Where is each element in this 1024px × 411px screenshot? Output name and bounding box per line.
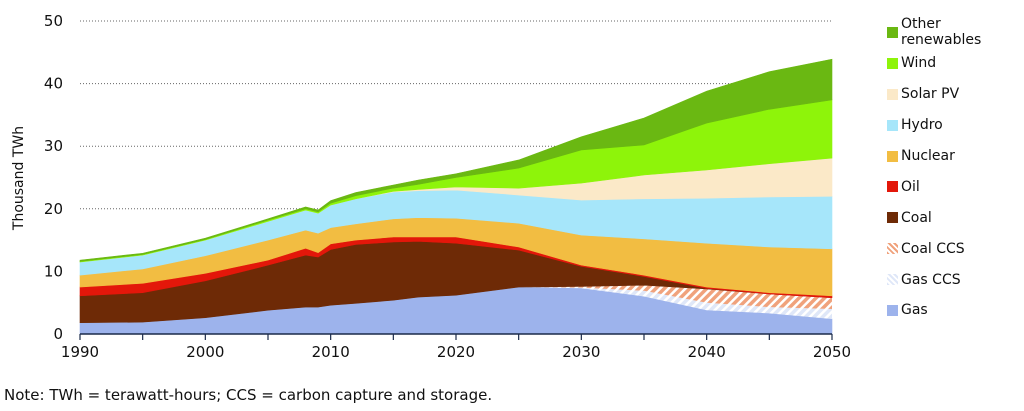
legend-item-solar-pv: Solar PV <box>887 79 1024 110</box>
legend-item-nuclear: Nuclear <box>887 141 1024 172</box>
x-tick-label: 2040 <box>688 343 726 361</box>
x-tick-label: 2010 <box>312 343 350 361</box>
legend-label: Solar PV <box>901 86 960 103</box>
area-other-renewables <box>79 58 833 262</box>
legend-item-coal-ccs: Coal CCS <box>887 233 1024 264</box>
legend-item-coal: Coal <box>887 202 1024 233</box>
x-tick-label: 2020 <box>437 343 475 361</box>
legend-label: Gas CCS <box>901 271 961 288</box>
legend-item-hydro: Hydro <box>887 110 1024 141</box>
y-axis-title: Thousand TWh <box>11 126 27 231</box>
x-tick-label: 2030 <box>562 343 600 361</box>
legend-label: Wind <box>901 55 937 72</box>
legend-label: Hydro <box>901 117 943 134</box>
legend-swatch <box>887 181 898 193</box>
legend-swatch <box>887 243 898 255</box>
legend-swatch <box>887 57 898 69</box>
y-tick-label: 30 <box>44 137 63 155</box>
y-tick-label: 20 <box>44 200 63 218</box>
x-tick-label: 1990 <box>61 343 99 361</box>
area-layers <box>79 58 833 335</box>
y-tick-label: 10 <box>44 262 63 280</box>
legend-swatch <box>887 26 898 38</box>
legend-swatch <box>887 119 898 131</box>
legend-label: Other renewables <box>901 16 982 49</box>
legend-item-gas: Gas <box>887 295 1024 326</box>
x-tick-label: 2000 <box>186 343 224 361</box>
legend-swatch <box>887 150 898 162</box>
legend-label: Gas <box>901 302 928 319</box>
legend-swatch <box>887 88 898 100</box>
y-tick-label: 40 <box>44 75 63 93</box>
footnote: Note: TWh = terawatt-hours; CCS = carbon… <box>4 386 493 404</box>
legend-item-oil: Oil <box>887 171 1024 202</box>
y-tick-label: 0 <box>53 325 63 343</box>
legend-label: Coal CCS <box>901 240 965 257</box>
legend-item-wind: Wind <box>887 48 1024 79</box>
legend: Other renewables Wind Solar PV Hydro Nuclear… <box>887 16 1024 326</box>
x-tick-label: 2050 <box>813 343 851 361</box>
legend-item-other-renewables: Other renewables <box>887 16 1024 49</box>
legend-swatch <box>887 304 898 316</box>
legend-item-gas-ccs: Gas CCS <box>887 264 1024 295</box>
legend-label: Coal <box>901 209 932 226</box>
legend-label: Oil <box>901 178 920 195</box>
area-gas-ccs <box>80 287 832 323</box>
legend-swatch <box>887 212 898 224</box>
legend-label: Nuclear <box>901 148 955 164</box>
legend-swatch <box>887 274 898 286</box>
y-tick-label: 50 <box>44 12 63 30</box>
